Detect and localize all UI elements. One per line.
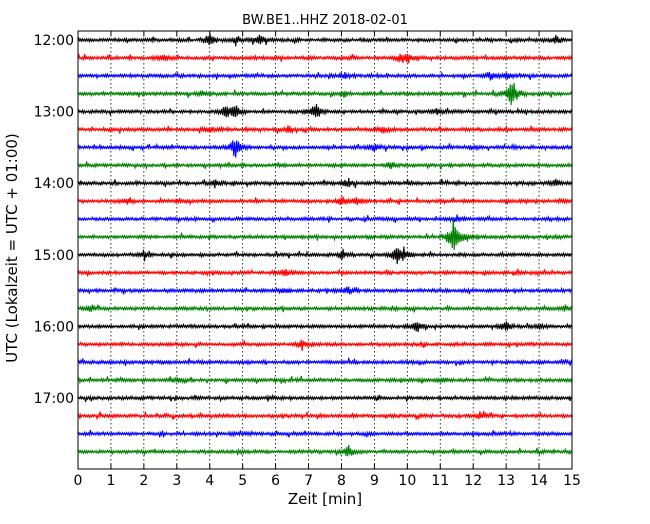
- x-axis-label: Zeit [min]: [288, 490, 362, 508]
- trace-line: [77, 33, 573, 47]
- trace-line: [77, 267, 573, 278]
- traces: [77, 33, 573, 457]
- plot-frame: [77, 30, 573, 470]
- trace-line: [77, 124, 573, 135]
- trace-line: [77, 429, 573, 438]
- tick-labels: 0 1 2 3 4 5 6 7 8 9 10 11 12 13 14 1512:0013:0014:0015:…: [34, 33, 581, 489]
- trace-line: [77, 82, 573, 106]
- trace-line: [77, 445, 573, 457]
- y-tick-label: 15:00: [34, 248, 74, 264]
- x-tick-label: 0: [74, 473, 83, 489]
- x-tick-label: 11: [431, 473, 449, 489]
- trace-line: [77, 71, 573, 81]
- trace-line: [77, 140, 573, 158]
- x-tick-label: 6: [271, 473, 280, 489]
- y-tick-label: 17:00: [34, 391, 74, 407]
- x-tick-label: 4: [205, 473, 214, 489]
- y-tick-label: 14:00: [34, 176, 74, 192]
- trace-line: [77, 303, 573, 313]
- trace-line: [77, 357, 573, 367]
- x-tick-label: 9: [370, 473, 379, 489]
- y-axis-label: UTC (Lokalzeit = UTC + 01:00): [3, 133, 21, 363]
- x-tick-label: 1: [106, 473, 115, 489]
- x-tick-label: 2: [139, 473, 148, 489]
- chart-title: BW.BE1..HHZ 2018-02-01: [242, 13, 408, 28]
- trace-line: [77, 375, 573, 385]
- x-tick-label: 3: [172, 473, 181, 489]
- y-tick-label: 16:00: [34, 319, 74, 335]
- x-tick-label: 7: [304, 473, 313, 489]
- y-tick-label: 13:00: [34, 105, 74, 121]
- trace-line: [77, 393, 573, 403]
- trace-line: [77, 410, 573, 421]
- x-tick-label: 5: [238, 473, 247, 489]
- x-tick-label: 12: [464, 473, 482, 489]
- trace-line: [77, 286, 573, 295]
- axes: [77, 30, 573, 470]
- trace-line: [77, 246, 573, 265]
- x-tick-label: 14: [530, 473, 548, 489]
- x-tick-label: 15: [563, 473, 581, 489]
- trace-line: [77, 177, 573, 189]
- trace-line: [77, 218, 573, 250]
- trace-line: [77, 196, 573, 207]
- x-tick-label: 8: [337, 473, 346, 489]
- trace-line: [77, 161, 573, 171]
- trace-line: [77, 52, 573, 64]
- y-tick-label: 12:00: [34, 33, 74, 49]
- trace-line: [77, 104, 573, 118]
- trace-line: [77, 214, 573, 224]
- x-tick-label: 10: [398, 473, 416, 489]
- trace-line: [77, 339, 573, 352]
- x-tick-label: 13: [497, 473, 515, 489]
- trace-line: [77, 321, 573, 333]
